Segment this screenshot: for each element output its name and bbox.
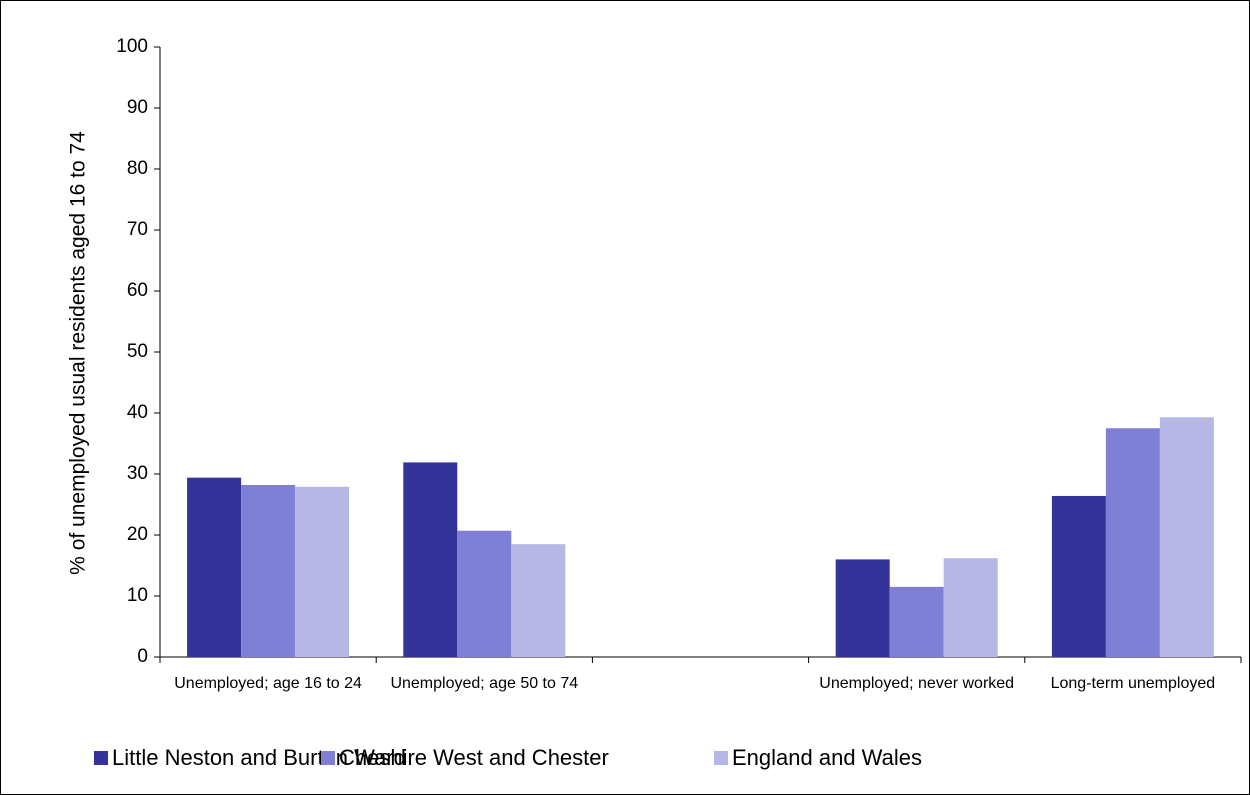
legend-swatch (321, 751, 335, 765)
y-tick-label: 70 (127, 219, 148, 240)
legend-label: England and Wales (732, 745, 922, 770)
y-tick-label: 0 (137, 646, 148, 667)
bar (835, 559, 890, 657)
y-tick-label: 40 (127, 402, 148, 423)
bar (1105, 428, 1160, 657)
y-tick-label: 10 (127, 585, 148, 606)
bar (457, 530, 512, 657)
y-tick-label: 60 (127, 280, 148, 301)
x-tick-label: Unemployed; age 16 to 24 (174, 675, 362, 692)
bar (241, 484, 296, 657)
bar (943, 558, 998, 657)
bar (187, 477, 242, 657)
legend-swatch (94, 751, 108, 765)
x-tick-label: Unemployed; age 50 to 74 (390, 675, 579, 692)
y-tick-label: 80 (127, 158, 148, 179)
bar (1051, 495, 1106, 657)
y-tick-label: 50 (127, 341, 148, 362)
y-tick-label: 20 (127, 524, 148, 545)
y-tick-label: 30 (127, 463, 148, 484)
bar (511, 544, 566, 657)
bar (889, 586, 944, 657)
legend-label: Cheshire West and Chester (339, 745, 609, 770)
y-axis-title: % of unemployed usual residents aged 16 … (67, 131, 90, 575)
x-tick-label: Long-term unemployed (1050, 675, 1216, 692)
legend-swatch (714, 751, 728, 765)
y-tick-label: 90 (127, 97, 148, 118)
y-tick-label: 100 (116, 36, 148, 57)
legend-label: Little Neston and Burton Ward (112, 745, 406, 770)
x-tick-label: Unemployed; never worked (819, 675, 1015, 692)
bar (295, 486, 350, 657)
bar (1159, 417, 1214, 657)
bar (403, 462, 458, 657)
